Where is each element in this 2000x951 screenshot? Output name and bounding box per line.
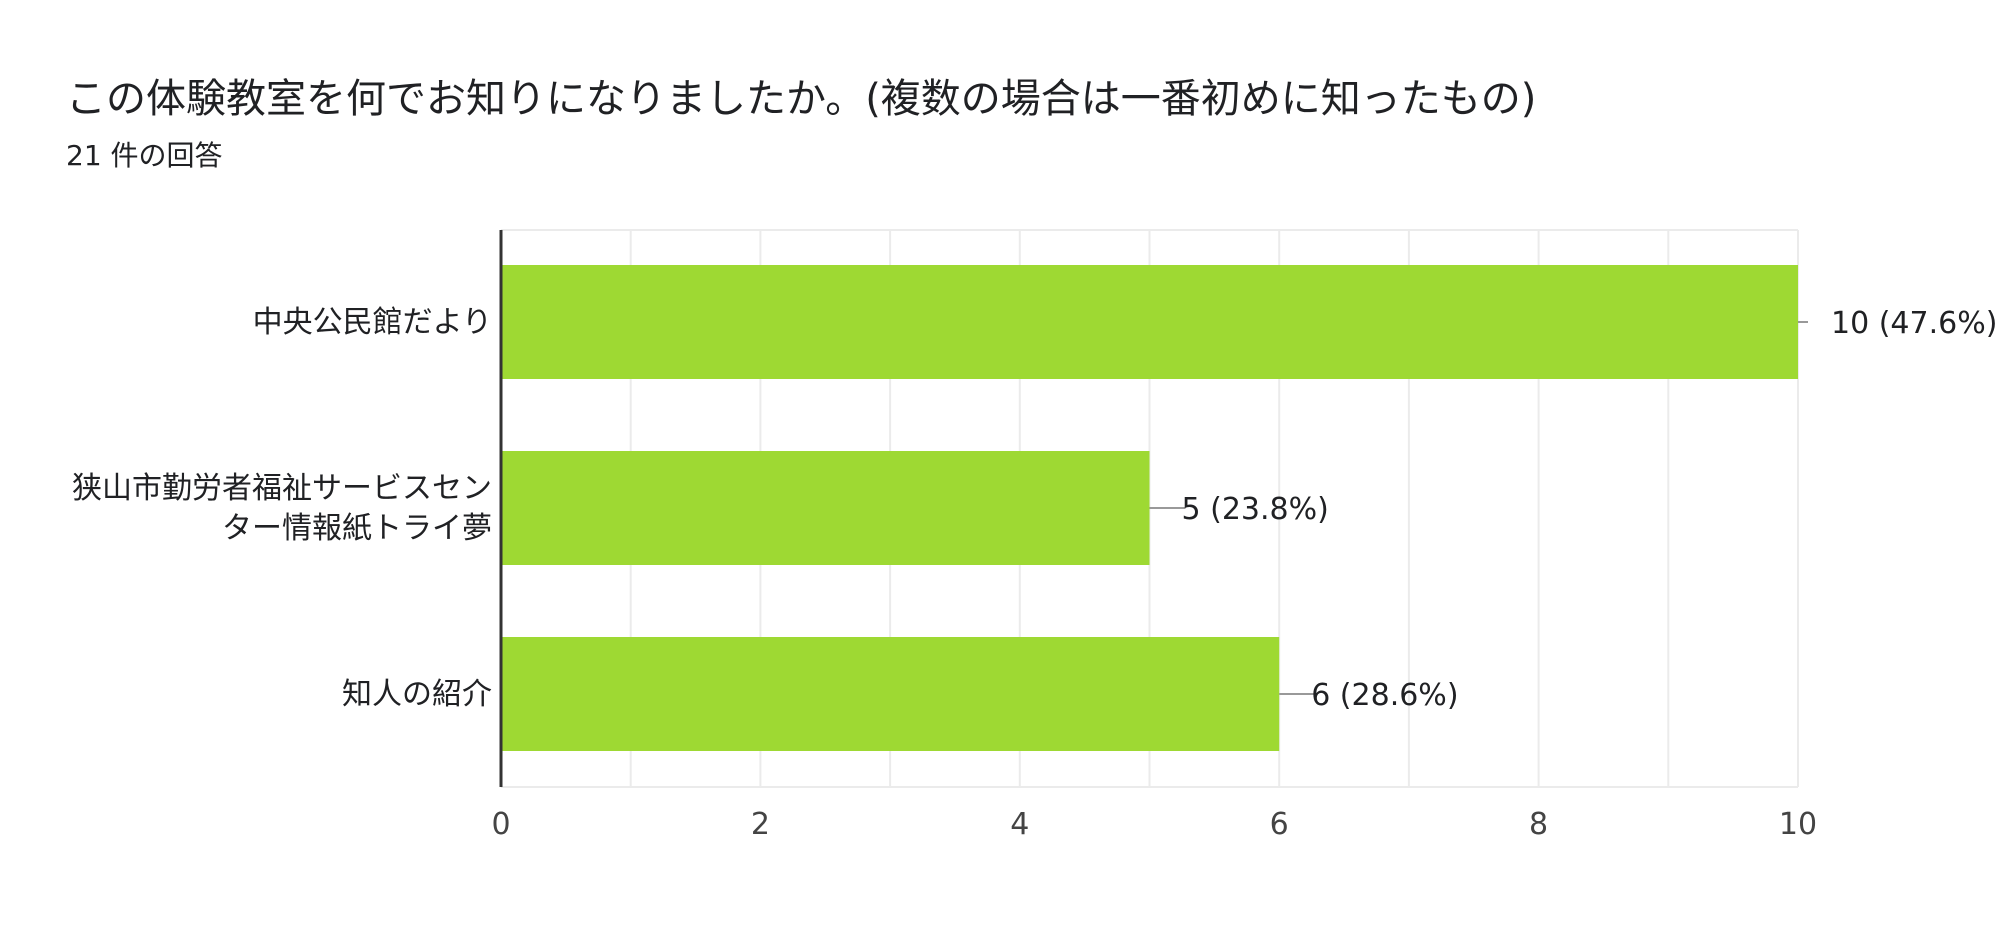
- data-label: 6 (28.6%): [1311, 678, 1458, 713]
- data-label: 5 (23.8%): [1182, 492, 1329, 527]
- category-label: ター情報紙トライ夢: [222, 511, 492, 546]
- bar: [501, 265, 1798, 379]
- chart-title: この体験教室を何でお知りになりましたか。(複数の場合は一番初めに知ったもの): [66, 76, 1537, 122]
- data-label: 10 (47.6%): [1831, 306, 1997, 341]
- category-label: 知人の紹介: [342, 677, 492, 712]
- x-tick-label: 6: [1270, 807, 1289, 842]
- category-label: 中央公民館だより: [253, 305, 492, 340]
- x-tick-label: 0: [491, 807, 510, 842]
- bar: [501, 637, 1280, 751]
- category-label: 狭山市勤労者福祉サービスセン: [72, 471, 492, 506]
- x-tick-label: 8: [1529, 807, 1548, 842]
- x-tick-label: 10: [1779, 807, 1817, 842]
- x-tick-label: 4: [1010, 807, 1029, 842]
- bar: [501, 451, 1150, 565]
- x-tick-label: 2: [751, 807, 770, 842]
- response-count: 21 件の回答: [66, 139, 223, 172]
